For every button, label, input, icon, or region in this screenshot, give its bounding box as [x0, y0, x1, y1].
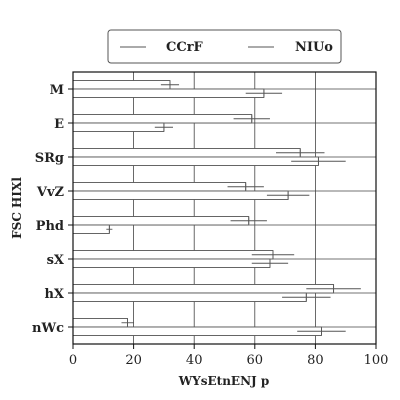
- category-label: VvZ: [36, 185, 65, 200]
- x-tick-label: 80: [307, 353, 324, 368]
- bar-niuo: [73, 89, 264, 98]
- category-label: M: [50, 83, 64, 98]
- bar-niuo: [73, 293, 306, 302]
- x-axis-title: WYsEtnENJ p: [178, 374, 270, 388]
- bar-ccrf: [73, 217, 249, 226]
- bar-niuo: [73, 259, 270, 268]
- bar-ccrf: [73, 319, 128, 328]
- category-label: E: [54, 117, 64, 132]
- bar-ccrf: [73, 149, 300, 158]
- bar-niuo: [73, 123, 164, 132]
- bar-ccrf: [73, 251, 273, 260]
- x-tick-label: 40: [186, 353, 203, 368]
- legend-label-ccrf: CCrF: [166, 40, 204, 55]
- y-axis: M E SRg VvZ Phd sX hX nWc: [32, 83, 73, 336]
- legend: CCrF NIUo: [108, 30, 341, 63]
- x-tick-label: 60: [247, 353, 264, 368]
- category-label: sX: [47, 253, 65, 268]
- bar-ccrf: [73, 81, 170, 90]
- bar-niuo: [73, 157, 318, 166]
- bar-ccrf: [73, 115, 252, 124]
- category-label: nWc: [32, 321, 64, 336]
- bar-niuo: [73, 327, 321, 336]
- category-label: hX: [44, 287, 64, 302]
- bar-ccrf: [73, 285, 334, 294]
- x-tick-label: 0: [69, 353, 77, 368]
- y-axis-title: FSC HIXl: [10, 177, 24, 239]
- category-label: SRg: [35, 151, 64, 166]
- gridlines: [73, 72, 376, 344]
- x-tick-label: 100: [364, 353, 389, 368]
- plot-frame: [73, 72, 376, 344]
- category-label: Phd: [36, 219, 64, 234]
- bar-niuo: [73, 191, 288, 200]
- legend-label-niuo: NIUo: [295, 40, 333, 55]
- x-axis: 0 20 40 60 80 100: [69, 344, 389, 368]
- bar-niuo: [73, 225, 109, 234]
- bar-ccrf: [73, 183, 246, 192]
- x-tick-label: 20: [125, 353, 142, 368]
